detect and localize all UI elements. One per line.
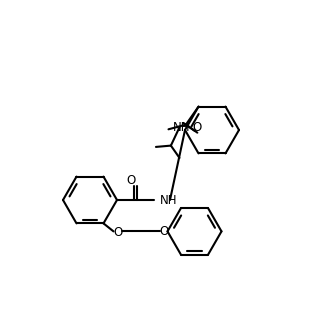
Text: O: O [126, 174, 136, 188]
Text: O: O [113, 226, 122, 239]
Text: NH: NH [172, 121, 190, 134]
Text: O: O [159, 225, 168, 238]
Text: NH: NH [160, 194, 178, 206]
Text: O: O [193, 121, 202, 134]
